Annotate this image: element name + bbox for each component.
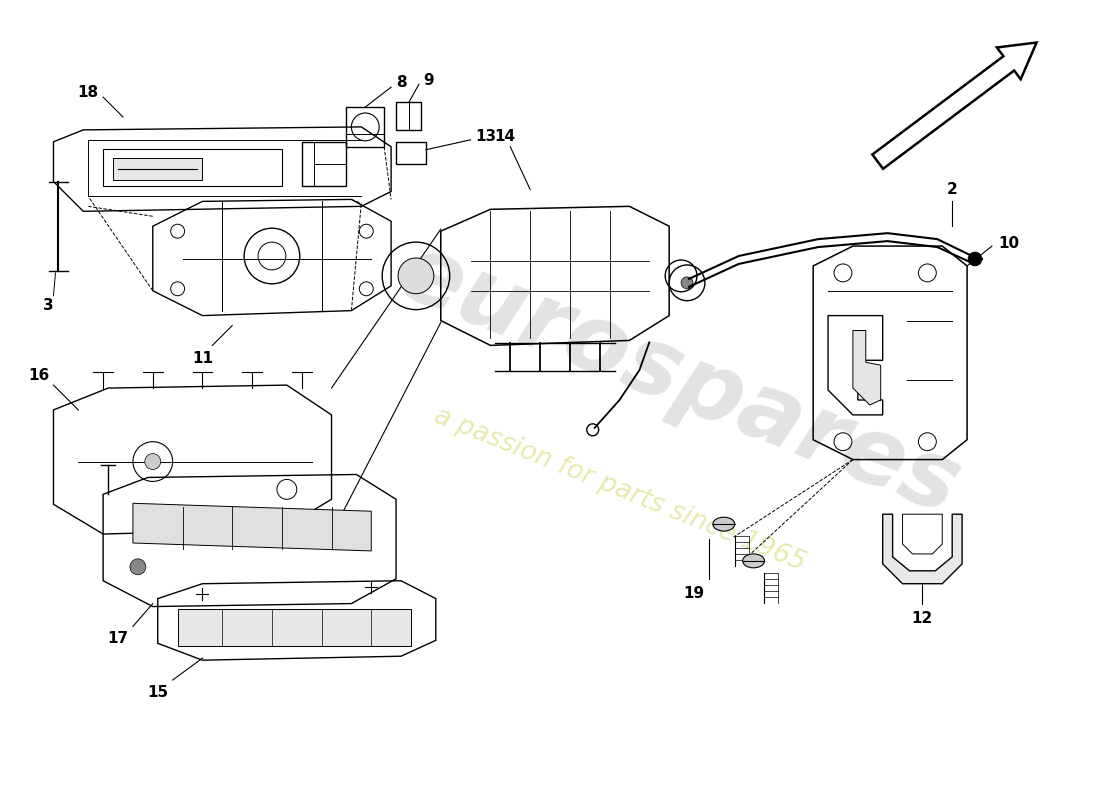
Circle shape <box>968 252 982 266</box>
Circle shape <box>145 454 161 470</box>
Bar <box>177 609 411 646</box>
Text: 11: 11 <box>191 350 213 366</box>
Text: a passion for parts since 1965: a passion for parts since 1965 <box>430 402 810 576</box>
Bar <box>103 149 282 186</box>
Circle shape <box>681 277 693 289</box>
Text: 2: 2 <box>947 182 958 197</box>
Text: 9: 9 <box>424 73 434 88</box>
Circle shape <box>398 258 433 294</box>
Polygon shape <box>852 330 881 405</box>
Bar <box>396 142 426 164</box>
Text: 10: 10 <box>998 235 1020 250</box>
Text: 14: 14 <box>495 130 516 144</box>
Text: 12: 12 <box>912 611 933 626</box>
Circle shape <box>130 559 146 574</box>
Bar <box>113 158 202 179</box>
Text: 19: 19 <box>683 586 705 601</box>
Polygon shape <box>902 514 943 554</box>
FancyArrow shape <box>872 42 1036 169</box>
Bar <box>301 142 346 186</box>
Ellipse shape <box>742 554 764 568</box>
Text: 3: 3 <box>43 298 54 313</box>
Polygon shape <box>133 503 372 551</box>
Bar <box>346 107 384 146</box>
Text: 16: 16 <box>28 368 50 382</box>
Text: 15: 15 <box>147 686 168 701</box>
Ellipse shape <box>713 517 735 531</box>
Polygon shape <box>882 514 962 584</box>
Text: eurospares: eurospares <box>385 226 974 534</box>
Text: 8: 8 <box>396 74 406 90</box>
Text: 18: 18 <box>78 85 99 100</box>
Text: 17: 17 <box>108 631 129 646</box>
Text: 13: 13 <box>475 130 496 144</box>
Bar <box>396 102 421 130</box>
